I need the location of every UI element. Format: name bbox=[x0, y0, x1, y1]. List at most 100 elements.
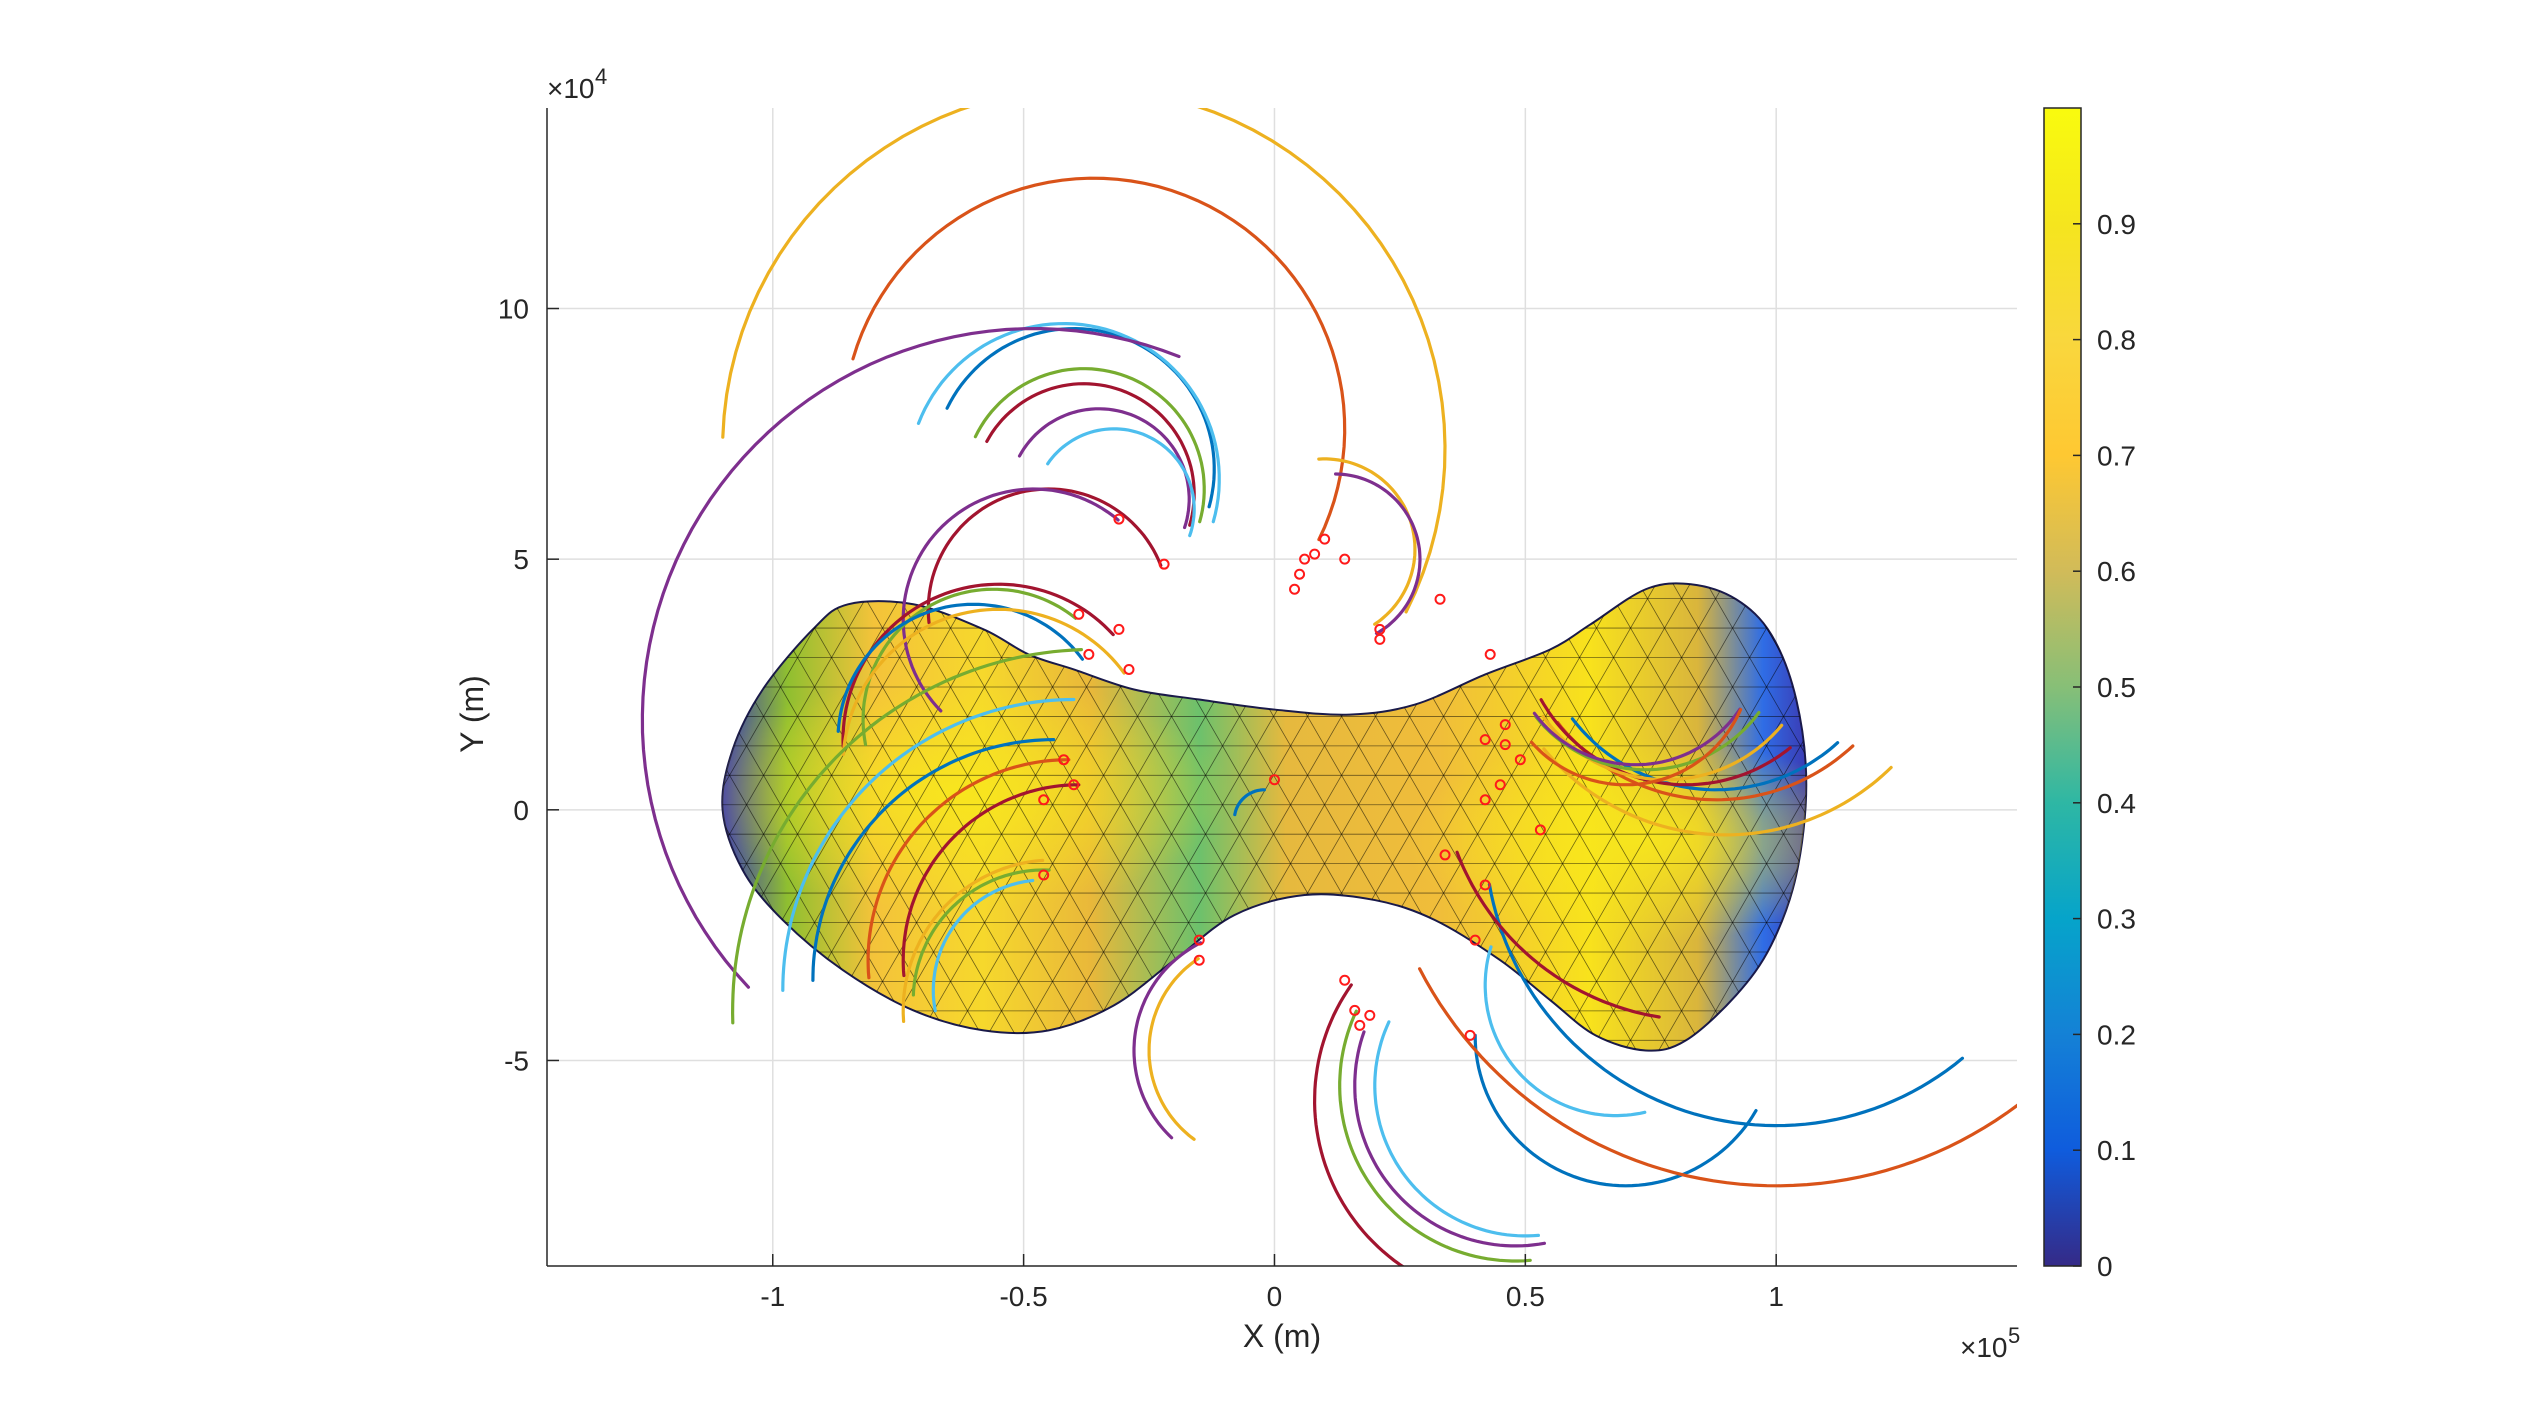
mesh-triangle bbox=[1612, 951, 1649, 983]
mesh-triangle bbox=[1731, 863, 1768, 894]
mesh-triangle bbox=[1272, 833, 1309, 865]
mesh-triangle bbox=[1034, 716, 1071, 747]
colorbar-tick-label: 0.2 bbox=[2097, 1019, 2136, 1050]
mesh-triangle bbox=[915, 627, 952, 659]
mesh-triangle bbox=[1663, 863, 1700, 894]
mesh-triangle bbox=[696, 1070, 730, 1099]
mesh-triangle bbox=[1340, 833, 1377, 865]
mesh-triangle bbox=[898, 716, 935, 747]
trajectory-line bbox=[1532, 707, 1742, 767]
mesh-triangle bbox=[1136, 951, 1173, 983]
mesh-triangle bbox=[1238, 1010, 1275, 1042]
mesh-triangle bbox=[1323, 863, 1360, 894]
y-tick-label: 10 bbox=[498, 294, 529, 325]
mesh-triangle bbox=[1238, 951, 1275, 983]
mesh-triangle bbox=[745, 583, 782, 600]
mesh-triangle bbox=[762, 951, 799, 983]
mesh-triangle bbox=[1731, 583, 1768, 600]
mesh-triangle bbox=[1782, 833, 1807, 865]
colorbar-tick-label: 0.7 bbox=[2097, 440, 2136, 471]
mesh-triangle bbox=[1680, 598, 1717, 629]
mesh-triangle bbox=[1085, 863, 1122, 894]
trajectory-line bbox=[916, 321, 1221, 524]
trajectory-line bbox=[901, 783, 1081, 978]
mesh-triangle bbox=[915, 1039, 952, 1051]
mesh-triangle bbox=[1153, 583, 1190, 600]
y-exponent-power: 4 bbox=[595, 64, 607, 89]
mesh-triangle bbox=[1187, 804, 1224, 835]
mesh-triangle bbox=[1680, 716, 1717, 747]
mesh-triangle bbox=[1510, 598, 1547, 629]
start-marker bbox=[1038, 869, 1050, 881]
start-marker bbox=[1339, 553, 1351, 565]
colorbar-tick-label: 0.8 bbox=[2097, 325, 2136, 356]
mesh-triangle bbox=[1561, 922, 1598, 953]
mesh-triangle bbox=[1646, 1010, 1683, 1042]
x-exponent: ×10 5 bbox=[1960, 1323, 2020, 1363]
mesh-triangle bbox=[932, 951, 969, 983]
mesh-triangle bbox=[1272, 774, 1309, 806]
mesh-triangle bbox=[1425, 745, 1462, 777]
mesh-triangle bbox=[1835, 1040, 1869, 1069]
mesh-triangle bbox=[679, 864, 713, 893]
mesh-triangle bbox=[1697, 627, 1734, 659]
trajectory-line bbox=[1487, 882, 1964, 1128]
mesh-triangle bbox=[881, 1039, 918, 1051]
mesh-triangle bbox=[1765, 981, 1802, 1012]
colorbar-bar bbox=[2043, 107, 2082, 1267]
mesh-triangle bbox=[1119, 922, 1156, 953]
mesh-triangle bbox=[1459, 804, 1496, 835]
mesh-triangle bbox=[1153, 922, 1190, 953]
mesh-triangle bbox=[1680, 657, 1717, 688]
mesh-triangle bbox=[796, 1010, 833, 1042]
mesh-triangle bbox=[1204, 598, 1241, 629]
mesh-triangle bbox=[1629, 1039, 1666, 1051]
mesh-triangle bbox=[1340, 598, 1377, 629]
colorbar: 0 0.1 0.2 0.3 0.4 0.5 0.6 0.7 0.8 0.9 bbox=[2043, 107, 2136, 1282]
mesh-triangle bbox=[1306, 598, 1343, 629]
mesh-triangle bbox=[728, 833, 765, 865]
mesh-triangle bbox=[1391, 863, 1428, 894]
mesh-triangle bbox=[1782, 774, 1807, 806]
mesh-triangle bbox=[796, 716, 833, 747]
mesh-triangle bbox=[1221, 627, 1258, 659]
mesh-triangle bbox=[1323, 583, 1360, 600]
mesh-triangle bbox=[1425, 863, 1462, 894]
start-marker bbox=[1534, 824, 1546, 836]
mesh-triangle bbox=[1731, 804, 1768, 835]
mesh-triangle bbox=[1119, 627, 1156, 659]
mesh-triangle bbox=[1697, 863, 1734, 894]
mesh-triangle bbox=[779, 981, 816, 1012]
mesh-triangle bbox=[1852, 1011, 1886, 1040]
mesh-triangle bbox=[798, 1070, 832, 1099]
mesh-triangle bbox=[1308, 1070, 1342, 1099]
start-marker bbox=[1339, 974, 1351, 986]
start-marker bbox=[1193, 954, 1205, 966]
mesh-triangle bbox=[1068, 716, 1105, 747]
mesh-triangle bbox=[1172, 1070, 1206, 1099]
mesh-triangle bbox=[1765, 686, 1802, 718]
mesh-triangle bbox=[1646, 716, 1683, 747]
mesh-triangle bbox=[1510, 833, 1547, 865]
mesh-triangle bbox=[1835, 746, 1869, 775]
mesh-triangle bbox=[1818, 1011, 1852, 1040]
mesh-triangle bbox=[1357, 745, 1394, 777]
mesh-triangle bbox=[1221, 583, 1258, 600]
mesh-triangle bbox=[1544, 774, 1581, 806]
mesh-triangle bbox=[1459, 583, 1496, 600]
mesh-triangle bbox=[1085, 686, 1122, 718]
mesh-triangle bbox=[1221, 981, 1258, 1012]
mesh-triangle bbox=[1170, 657, 1207, 688]
mesh-triangle bbox=[1852, 716, 1886, 745]
mesh-triangle bbox=[1799, 863, 1807, 894]
mesh-triangle bbox=[1204, 951, 1241, 983]
mesh-triangle bbox=[1357, 804, 1394, 835]
mesh-triangle bbox=[1289, 981, 1326, 1012]
mesh-triangle bbox=[1442, 774, 1479, 806]
trajectory-line bbox=[1570, 717, 1840, 792]
mesh-triangle bbox=[1835, 981, 1869, 1010]
mesh-triangle bbox=[1782, 1010, 1807, 1042]
mesh-triangle bbox=[1629, 627, 1666, 659]
mesh-triangle bbox=[1818, 658, 1852, 687]
